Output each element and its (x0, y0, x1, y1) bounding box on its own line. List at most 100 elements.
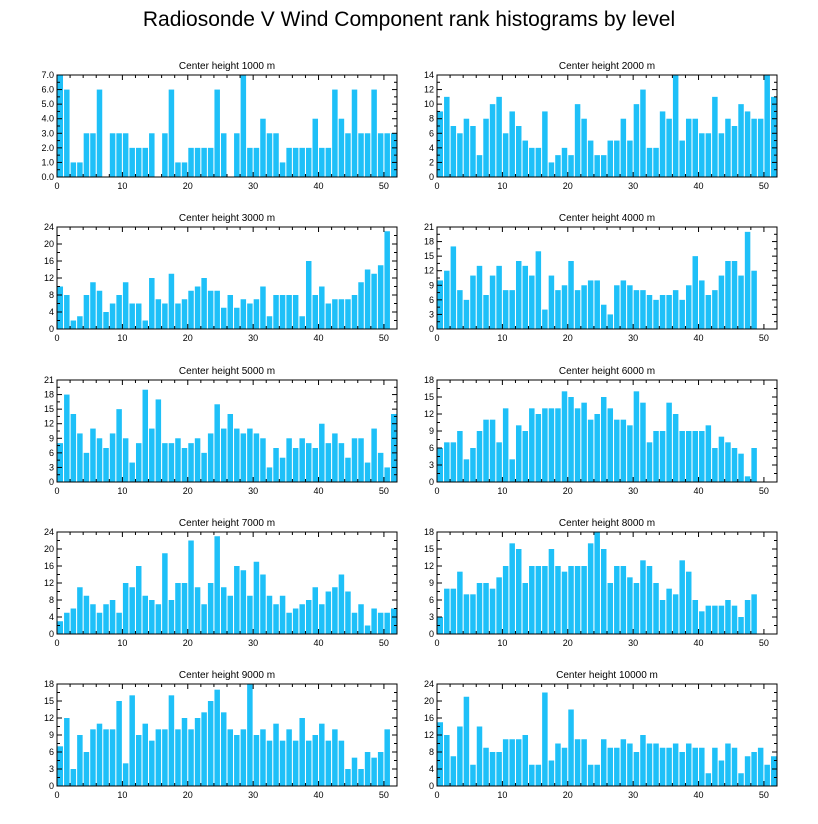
bar (194, 718, 201, 786)
bar (364, 269, 371, 329)
bar (260, 438, 266, 482)
bar (522, 735, 529, 786)
bar (57, 621, 64, 634)
bar (744, 756, 751, 786)
bar (345, 591, 351, 634)
bar (201, 147, 207, 177)
bar (640, 89, 646, 177)
bar (384, 133, 390, 177)
bar (496, 442, 502, 482)
bar (109, 729, 116, 786)
bar (90, 428, 96, 482)
bar (489, 104, 496, 177)
bar (247, 684, 253, 786)
bar (390, 133, 397, 177)
x-tick-label: 40 (314, 181, 324, 191)
bar (437, 111, 444, 177)
bar (292, 448, 299, 482)
bar (437, 617, 444, 634)
bar (581, 402, 587, 482)
bar (325, 147, 332, 177)
x-tick-label: 50 (379, 790, 389, 800)
bar (738, 453, 744, 482)
bar (600, 304, 607, 329)
bar (286, 295, 292, 329)
x-tick-label: 50 (759, 181, 769, 191)
y-tick-label: 9 (49, 433, 54, 443)
bar (594, 532, 600, 634)
bar (77, 587, 83, 634)
bar (149, 428, 155, 482)
bar (305, 740, 312, 786)
bar (685, 571, 692, 634)
y-tick-label: 6 (49, 448, 54, 458)
y-tick-label: 24 (44, 527, 54, 537)
bar (587, 140, 594, 177)
bar (279, 162, 286, 177)
bar (614, 419, 620, 482)
bar (299, 147, 305, 177)
bar (444, 442, 450, 482)
y-tick-label: 15 (44, 696, 54, 706)
y-tick-label: 24 (424, 679, 434, 689)
bar (253, 561, 260, 634)
bar (181, 299, 188, 329)
y-tick-label: 18 (44, 679, 54, 689)
bar (214, 290, 220, 329)
bar (253, 433, 260, 482)
y-tick-label: 6 (49, 747, 54, 757)
bar (509, 459, 515, 482)
bar (666, 588, 672, 634)
bar (384, 231, 390, 329)
bar (535, 566, 542, 634)
bar (273, 448, 279, 482)
bar (607, 314, 614, 329)
bar (77, 735, 83, 786)
x-tick-label: 10 (117, 638, 127, 648)
bar (764, 764, 770, 786)
bar (286, 612, 292, 634)
x-tick-label: 20 (563, 638, 573, 648)
bar (168, 89, 175, 177)
bar (364, 625, 371, 634)
bar (234, 735, 240, 786)
bar (181, 162, 188, 177)
bar (515, 549, 522, 634)
bar (666, 118, 672, 177)
bar (377, 752, 384, 786)
bar (483, 295, 489, 329)
bar (247, 595, 253, 634)
bar (116, 133, 122, 177)
bar (587, 280, 594, 329)
bar (744, 600, 751, 634)
x-tick-label: 40 (314, 486, 324, 496)
bar (620, 280, 627, 329)
bar (581, 285, 587, 329)
bar (444, 735, 450, 786)
bar (122, 438, 129, 482)
bar (594, 155, 600, 177)
y-tick-label: 2.0 (41, 143, 54, 153)
x-tick-label: 30 (248, 333, 258, 343)
bar (325, 303, 332, 329)
bar (273, 604, 279, 634)
bar (646, 147, 653, 177)
y-tick-label: 4 (429, 143, 434, 153)
bar (705, 605, 712, 634)
bar (718, 275, 725, 329)
y-tick-label: 9 (429, 578, 434, 588)
bar (627, 285, 633, 329)
y-tick-label: 12 (424, 85, 434, 95)
bar (260, 574, 266, 634)
bar (234, 428, 240, 482)
bar (168, 443, 175, 482)
bar (135, 735, 142, 786)
x-tick-label: 30 (628, 638, 638, 648)
y-tick-label: 0.0 (41, 172, 54, 182)
bar (207, 701, 214, 786)
y-tick-label: 7.0 (41, 70, 54, 80)
y-tick-label: 0 (429, 629, 434, 639)
histogram-panel-8: Center height 8000 m 0 10 20 30 40 50 0 3 6 9 12 15 1… (424, 518, 778, 648)
bar (194, 147, 201, 177)
bar (319, 423, 325, 482)
